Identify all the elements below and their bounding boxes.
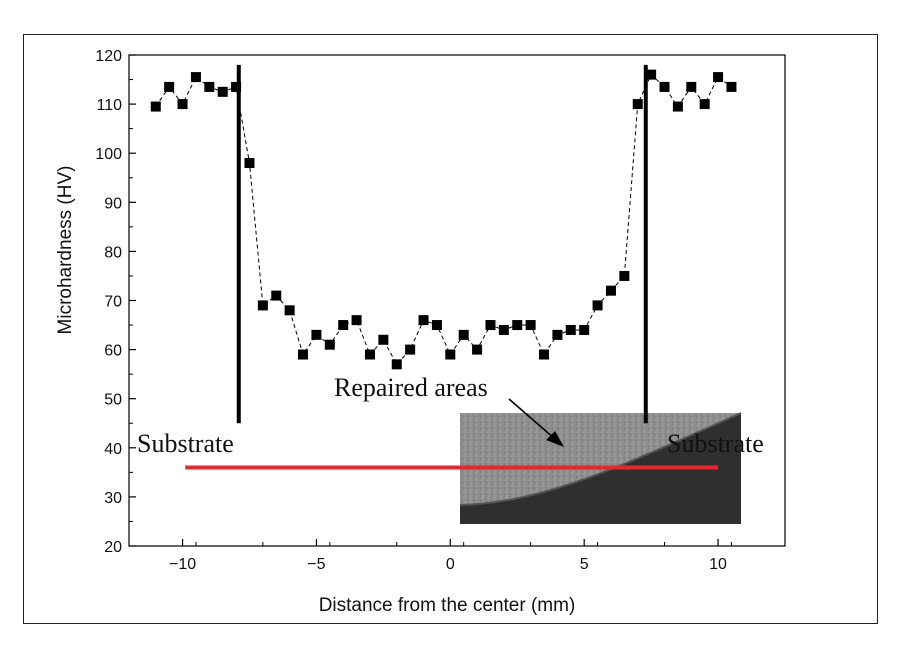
repaired-arrow-head [546,431,564,447]
data-point [472,344,483,355]
figure-frame: −10 −5 0 5 10 20 30 40 50 60 70 80 90 100 110 120 Subst… [23,34,878,624]
y-tick-label: 20 [104,539,122,556]
data-point [458,329,469,340]
y-axis-label: Microhardness (HV) [55,166,76,335]
data-point [686,81,697,92]
data-point [498,324,509,335]
y-tick-label: 120 [95,48,122,65]
annotation-layer: Substrate Substrate Repaired areas [137,64,764,470]
data-point [418,315,429,326]
data-point [726,81,737,92]
x-tick-label: −10 [169,556,196,573]
y-tick-label: 80 [104,244,122,261]
data-point [445,349,456,360]
data-point [512,320,523,331]
data-point [431,320,442,331]
data-point [619,270,630,281]
x-tick-label: 5 [580,556,589,573]
data-point [579,324,590,335]
y-tick-label: 60 [104,343,122,360]
data-point [405,344,416,355]
data-point [257,300,268,311]
data-point [271,290,282,301]
data-point [164,81,175,92]
data-point [485,320,496,331]
x-tick-label: −5 [307,556,325,573]
data-point [284,305,295,316]
microhardness-chart: −10 −5 0 5 10 20 30 40 50 60 70 80 90 100 110 120 Subst… [55,48,786,616]
data-point [190,72,201,83]
data-point [672,101,683,112]
substrate-left-label: Substrate [137,429,234,458]
x-tick-label: 10 [709,556,727,573]
substrate-right-label: Substrate [667,429,764,458]
series-line [155,73,732,366]
data-point [231,81,242,92]
y-tick-label: 110 [96,97,122,114]
data-point [592,300,603,311]
data-point [605,285,616,296]
data-point [391,359,402,370]
repaired-arrow-line [508,398,556,440]
data-point [632,99,643,110]
data-point [338,320,349,331]
data-point [713,72,724,83]
data-point [552,329,563,340]
data-point [565,324,576,335]
data-point [378,334,389,345]
series-layer [150,69,737,370]
x-axis-label: Distance from the center (mm) [319,595,576,616]
data-point [311,329,322,340]
axis-ticks: −10 −5 0 5 10 20 30 40 50 60 70 80 90 100 110 120 [95,48,732,573]
data-point [244,158,255,169]
data-point [699,99,710,110]
y-tick-label: 30 [104,490,122,507]
data-point [364,349,375,360]
data-point [525,320,536,331]
y-tick-label: 100 [95,146,122,163]
x-tick-label: 0 [446,556,455,573]
y-tick-label: 40 [104,441,122,458]
data-point [324,339,335,350]
data-point [298,349,309,360]
y-tick-label: 70 [104,294,122,311]
data-point [177,99,188,110]
data-point [150,101,161,112]
data-point [659,81,670,92]
data-point [204,81,215,92]
data-point [351,315,362,326]
repaired-areas-label: Repaired areas [334,373,488,402]
data-point [539,349,550,360]
y-tick-label: 50 [104,392,122,409]
y-tick-label: 90 [104,195,122,212]
data-point [646,69,657,80]
data-point [217,86,228,97]
